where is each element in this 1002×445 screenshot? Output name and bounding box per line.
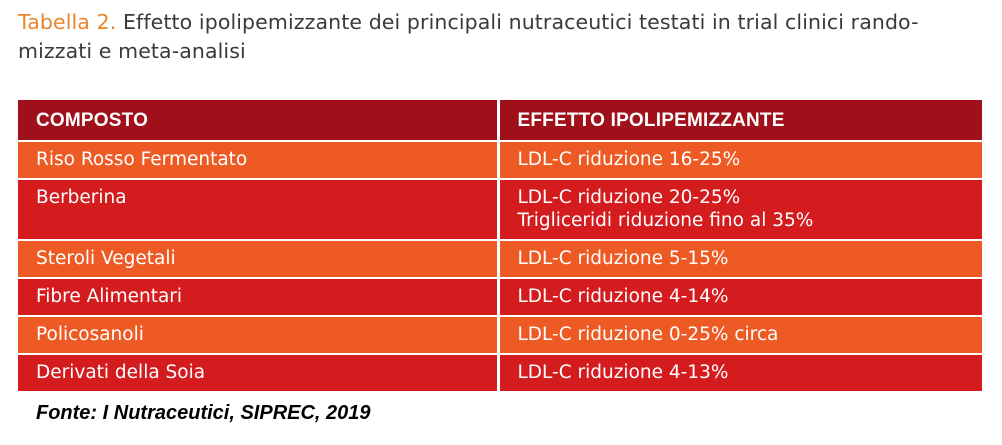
column-header-compound: COMPOSTO <box>18 100 498 141</box>
table-row: Riso Rosso Fermentato LDL-C riduzione 16… <box>18 140 982 179</box>
effect-cell: LDL-C riduzione 5-15% <box>496 239 982 278</box>
effect-line: LDL-C riduzione 4-14% <box>517 286 729 307</box>
effect-cell: LDL-C riduzione 16-25% <box>496 140 982 179</box>
effect-line: Trigliceridi riduzione fino al 35% <box>517 210 814 231</box>
nutraceuticals-table: COMPOSTO EFFETTO IPOLIPEMIZZANTE Riso Ro… <box>18 100 982 391</box>
compound-cell: Fibre Alimentari <box>18 277 498 316</box>
effect-cell: LDL-C riduzione 4-13% <box>496 353 982 391</box>
table-row: Berberina LDL-C riduzione 20-25% Triglic… <box>18 178 982 240</box>
table-row: Fibre Alimentari LDL-C riduzione 4-14% <box>18 277 982 316</box>
source-note: Fonte: I Nutraceutici, SIPREC, 2019 <box>36 402 371 424</box>
effect-cell: LDL-C riduzione 4-14% <box>496 277 982 316</box>
effect-cell: LDL-C riduzione 0-25% circa <box>496 315 982 354</box>
compound-cell: Steroli Vegetali <box>18 239 498 278</box>
table-caption: Tabella 2. Effetto ipolipemizzante dei p… <box>18 8 988 66</box>
table-header-row: COMPOSTO EFFETTO IPOLIPEMIZZANTE <box>18 100 982 141</box>
table-row: Derivati della Soia LDL-C riduzione 4-13… <box>18 353 982 391</box>
table-row: Steroli Vegetali LDL-C riduzione 5-15% <box>18 239 982 278</box>
effect-line: LDL-C riduzione 20-25% <box>517 187 741 208</box>
column-header-effect: EFFETTO IPOLIPEMIZZANTE <box>496 100 982 141</box>
compound-cell: Derivati della Soia <box>18 353 498 391</box>
compound-cell: Policosanoli <box>18 315 498 354</box>
compound-cell: Riso Rosso Fermentato <box>18 140 498 179</box>
table-row: Policosanoli LDL-C riduzione 0-25% circa <box>18 315 982 354</box>
effect-line: LDL-C riduzione 5-15% <box>517 248 729 269</box>
table-caption-label: Tabella 2. <box>18 10 117 34</box>
effect-line: LDL-C riduzione 16-25% <box>517 149 741 170</box>
table-caption-text: Effetto ipolipemizzante dei principali n… <box>18 10 919 63</box>
effect-line: LDL-C riduzione 4-13% <box>517 362 729 383</box>
effect-cell: LDL-C riduzione 20-25% Trigliceridi ridu… <box>496 178 982 240</box>
compound-cell: Berberina <box>18 178 498 240</box>
effect-line: LDL-C riduzione 0-25% circa <box>517 324 779 345</box>
